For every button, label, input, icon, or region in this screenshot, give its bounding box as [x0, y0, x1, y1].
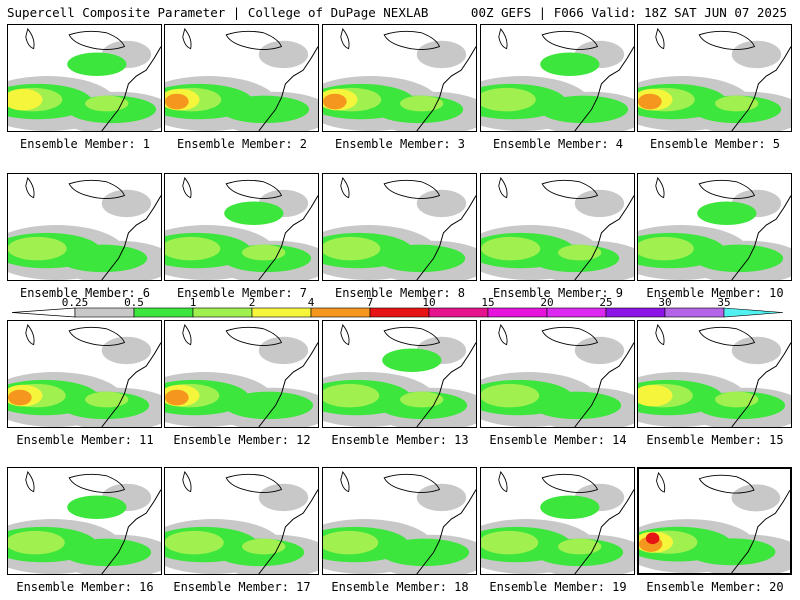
color-scale-level-label: 20 — [540, 296, 554, 309]
color-scale-level-label: 4 — [307, 296, 315, 309]
ensemble-map-panel — [322, 467, 477, 575]
ensemble-member-label: Ensemble Member: 18 — [331, 580, 469, 594]
ensemble-map-panel — [637, 467, 792, 575]
ensemble-map-panel — [637, 173, 792, 281]
ensemble-map-panel — [164, 320, 319, 428]
ensemble-member-label: Ensemble Member: 8 — [334, 286, 466, 300]
ensemble-member-label: Ensemble Member: 20 — [646, 580, 784, 594]
ensemble-map-panel — [7, 467, 162, 575]
map-title: Supercell Composite Parameter | College … — [7, 5, 429, 20]
ensemble-map-panel — [164, 467, 319, 575]
ensemble-member-label: Ensemble Member: 12 — [173, 433, 311, 447]
ensemble-member-label: Ensemble Member: 5 — [649, 137, 781, 151]
ensemble-member-label: Ensemble Member: 4 — [492, 137, 624, 151]
ensemble-map-panel — [480, 320, 635, 428]
ensemble-map-panel — [7, 24, 162, 132]
color-scale-level-label: 15 — [481, 296, 495, 309]
ensemble-map-panel — [322, 320, 477, 428]
ensemble-map-panel — [480, 173, 635, 281]
ensemble-member-label: Ensemble Member: 6 — [19, 286, 151, 300]
ensemble-map-panel — [322, 24, 477, 132]
ensemble-member-label: Ensemble Member: 10 — [646, 286, 784, 300]
ensemble-member-label: Ensemble Member: 13 — [331, 433, 469, 447]
color-scale-level-label: 10 — [422, 296, 436, 309]
ensemble-member-label: Ensemble Member: 7 — [176, 286, 308, 300]
color-scale-bar — [11, 307, 784, 318]
ensemble-map-panel — [480, 467, 635, 575]
color-scale-level-label: 2 — [248, 296, 256, 309]
color-scale-level-label: 1 — [189, 296, 197, 309]
ensemble-member-label: Ensemble Member: 16 — [16, 580, 154, 594]
ensemble-map-panel — [164, 173, 319, 281]
ensemble-member-label: Ensemble Member: 14 — [489, 433, 627, 447]
color-scale-level-label: 0.25 — [61, 296, 89, 309]
ensemble-member-label: Ensemble Member: 15 — [646, 433, 784, 447]
ensemble-member-label: Ensemble Member: 19 — [489, 580, 627, 594]
ensemble-map-panel — [164, 24, 319, 132]
color-scale-level-label: 35 — [717, 296, 731, 309]
ensemble-member-label: Ensemble Member: 11 — [16, 433, 154, 447]
ensemble-map-panel — [322, 173, 477, 281]
ensemble-member-label: Ensemble Member: 9 — [492, 286, 624, 300]
ensemble-member-label: Ensemble Member: 1 — [19, 137, 151, 151]
valid-time: 00Z GEFS | F066 Valid: 18Z SAT JUN 07 20… — [470, 5, 787, 20]
ensemble-map-panel — [637, 24, 792, 132]
ensemble-map-panel — [7, 173, 162, 281]
ensemble-member-label: Ensemble Member: 2 — [176, 137, 308, 151]
ensemble-member-label: Ensemble Member: 17 — [173, 580, 311, 594]
ensemble-member-label: Ensemble Member: 3 — [334, 137, 466, 151]
color-scale-level-label: 30 — [658, 296, 672, 309]
color-scale-level-label: 25 — [599, 296, 613, 309]
ensemble-map-panel — [480, 24, 635, 132]
ensemble-map-panel — [637, 320, 792, 428]
color-scale-level-label: 0.5 — [124, 296, 144, 309]
ensemble-map-panel — [7, 320, 162, 428]
color-scale-level-label: 7 — [366, 296, 374, 309]
